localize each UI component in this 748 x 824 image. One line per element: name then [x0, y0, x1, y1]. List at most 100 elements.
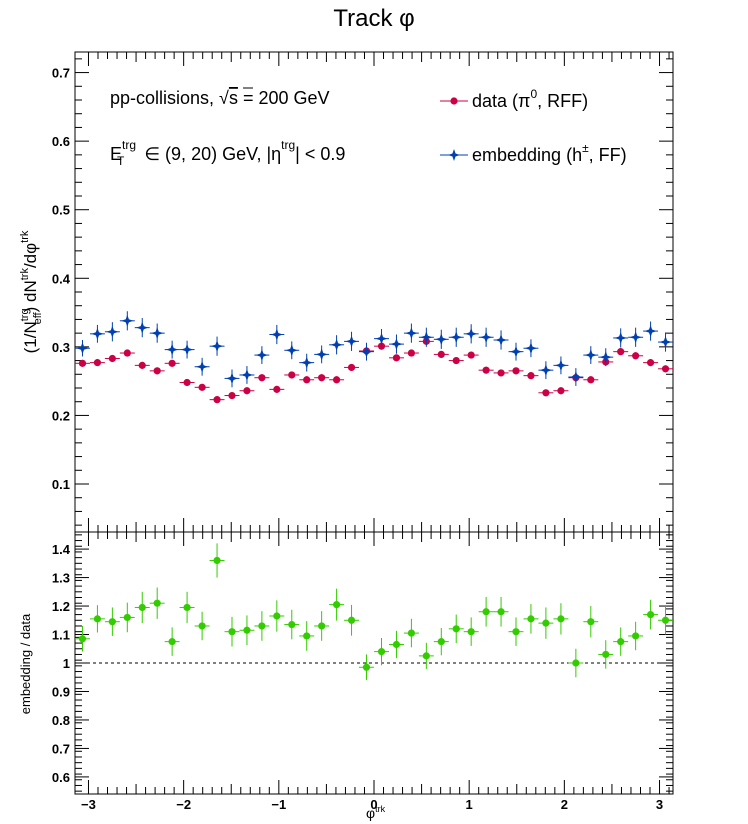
data-series-point — [448, 356, 464, 365]
ratio-series-marker — [452, 625, 460, 633]
embedding-series-marker — [629, 331, 642, 344]
ratio-series-point — [463, 617, 479, 646]
embedding-series-point — [269, 324, 285, 345]
data-series-marker — [318, 374, 326, 382]
chart-title: Track φ — [333, 5, 414, 32]
embedding-series-marker — [554, 359, 567, 372]
data-series-marker — [617, 348, 625, 356]
data-series-point — [224, 391, 240, 400]
data-series-point — [329, 376, 345, 384]
data-series-point — [75, 359, 90, 367]
legend: data (π0, RFF) embedding (h±, FF) — [440, 87, 627, 165]
embedding-series-marker — [420, 331, 433, 344]
top-y-tick-label: 0.7 — [52, 66, 70, 81]
data-series-point — [344, 363, 360, 372]
data-series-point — [254, 374, 270, 382]
data-series-point — [553, 387, 569, 395]
ratio-series-point — [628, 621, 644, 651]
x-tick-label: −2 — [176, 797, 191, 812]
data-series-point — [284, 371, 300, 379]
ratio-series-point — [75, 625, 90, 652]
data-series-marker — [243, 387, 251, 395]
embedding-series-point — [388, 334, 404, 354]
ratio-series-point — [134, 591, 150, 624]
ratio-series-marker — [258, 622, 266, 630]
ratio-series-marker — [646, 610, 655, 619]
embedding-series-point — [598, 348, 614, 367]
data-series-point — [658, 365, 673, 373]
x-tick-label: 3 — [656, 797, 663, 812]
data-series-point — [119, 349, 135, 357]
ratio-y-tick-label: 1.1 — [52, 628, 70, 643]
x-axis-title: φtrk — [366, 804, 386, 821]
embedding-series-point — [344, 331, 360, 351]
ratio-series-point — [359, 654, 374, 681]
embedding-series-point — [493, 330, 509, 350]
ratio-series-marker — [392, 640, 401, 649]
ratio-series-marker — [422, 652, 430, 660]
data-series-marker — [452, 356, 460, 365]
ratio-series-point — [284, 609, 300, 640]
data-series-point — [239, 387, 255, 395]
embedding-series-marker — [644, 325, 657, 338]
ratio-series-marker — [123, 613, 131, 622]
embedding-series-marker — [584, 349, 597, 362]
data-series-point — [89, 359, 105, 367]
embedding-series-point — [254, 346, 270, 364]
data-series-point — [164, 359, 180, 367]
embedding-series-marker — [495, 334, 508, 346]
legend-embedding-label: embedding (h±, FF) — [472, 141, 627, 165]
data-series-point — [583, 376, 599, 384]
ratio-series-point — [194, 611, 210, 641]
embedding-series-marker — [569, 371, 582, 384]
ratio-series-point — [448, 614, 464, 644]
data-series-marker — [78, 359, 87, 367]
data-series-point — [493, 369, 509, 377]
data-series-point — [179, 378, 195, 387]
data-series-marker — [512, 367, 520, 375]
ratio-series-marker — [572, 659, 580, 667]
data-series-marker — [392, 354, 401, 362]
embedding-series-marker — [240, 368, 253, 381]
data-series-marker — [527, 372, 535, 380]
ratio-series-point — [89, 605, 105, 633]
ratio-series-point — [613, 627, 629, 656]
embedding-series-point — [209, 336, 225, 356]
embedding-series-marker — [226, 372, 238, 385]
data-series-marker — [288, 371, 296, 379]
data-series-point — [478, 366, 494, 374]
data-series-point — [538, 389, 554, 397]
embedding-series-marker — [315, 348, 328, 361]
embedding-series-marker — [166, 343, 179, 356]
data-series-point — [104, 354, 120, 363]
ratio-series-marker — [318, 622, 326, 630]
ratio-series-point — [209, 543, 225, 578]
top-plot-frame — [74, 51, 674, 533]
embedding-series-marker — [375, 332, 388, 345]
data-series-marker — [482, 366, 490, 374]
embedding-series-marker — [270, 328, 283, 341]
embedding-series-marker — [285, 344, 298, 357]
ratio-series-marker — [303, 632, 311, 640]
ratio-series-point — [149, 587, 165, 619]
ratio-series-point — [403, 618, 419, 648]
x-tick-label: 1 — [466, 797, 473, 812]
ratio-series-marker — [437, 638, 445, 646]
ratio-series-marker — [602, 650, 610, 659]
ratio-y-tick-label: 1.3 — [52, 571, 70, 586]
ratio-series-marker — [93, 615, 102, 623]
embedding-series-point — [433, 329, 449, 349]
data-series-point — [403, 349, 419, 357]
embedding-series-point — [508, 342, 524, 361]
embedding-series-point — [329, 335, 345, 355]
ratio-y-tick-label: 0.6 — [52, 770, 70, 785]
ratio-series-point — [254, 611, 270, 641]
ratio-series-point — [508, 617, 524, 646]
embedding-series-marker — [465, 327, 478, 340]
data-series-marker — [153, 367, 161, 375]
embedding-series-point — [478, 327, 494, 347]
ratio-series-point — [344, 604, 360, 636]
embedding-series-point — [284, 341, 300, 360]
ratio-series-marker — [153, 599, 161, 607]
data-series-marker — [437, 350, 445, 358]
